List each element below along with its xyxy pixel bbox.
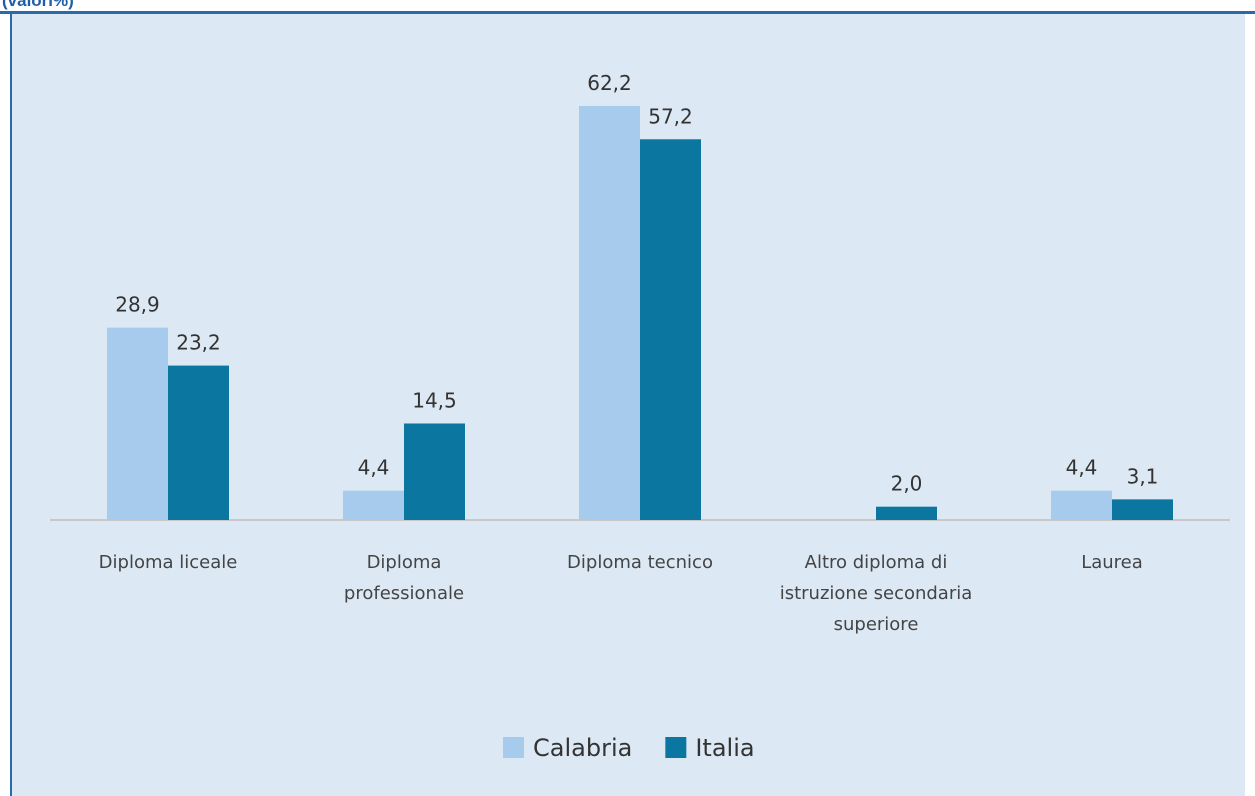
bar — [1112, 499, 1173, 520]
legend-label: Italia — [695, 734, 754, 762]
header-rule — [0, 11, 1255, 14]
bar — [343, 490, 404, 520]
bar — [876, 506, 937, 520]
legend-swatch — [665, 737, 687, 758]
x-tick-label: Diploma professionale — [343, 552, 465, 604]
data-label: 28,9 — [115, 293, 160, 317]
data-label: 2,0 — [891, 472, 923, 496]
bar — [107, 327, 168, 520]
data-label: 4,4 — [1066, 456, 1098, 480]
bar — [640, 139, 701, 521]
legend-label: Calabria — [533, 734, 632, 762]
bar — [168, 365, 229, 520]
data-label: 3,1 — [1127, 464, 1159, 488]
data-label: 23,2 — [176, 331, 221, 355]
chart-title: (valori%) — [2, 0, 74, 10]
x-tick-label: Altro diploma di istruzione secondaria s… — [779, 552, 973, 635]
bar — [579, 106, 640, 520]
data-label: 57,2 — [648, 104, 693, 128]
data-label: 14,5 — [412, 388, 457, 412]
x-tick-label: Laurea — [1081, 552, 1143, 573]
bar — [1051, 490, 1112, 520]
data-label: 4,4 — [358, 456, 390, 480]
legend-swatch — [503, 737, 524, 758]
x-tick-label: Diploma tecnico — [567, 552, 713, 573]
x-tick-label: Diploma liceale — [98, 552, 238, 573]
side-rule — [10, 14, 12, 796]
data-label: 62,2 — [587, 71, 632, 95]
bar — [404, 423, 465, 520]
